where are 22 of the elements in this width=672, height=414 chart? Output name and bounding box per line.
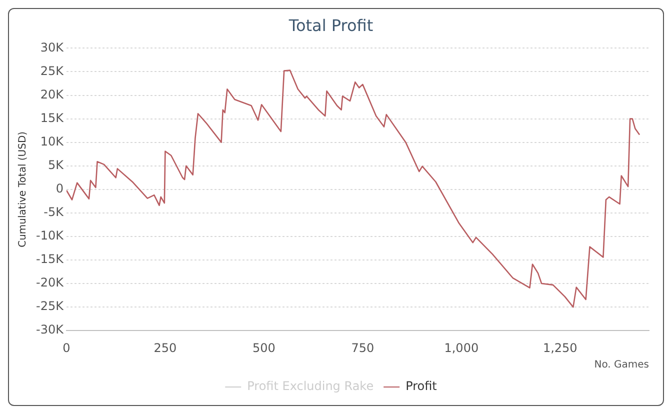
y-tick-label: 5K bbox=[48, 158, 65, 172]
x-tick-label: 500 bbox=[252, 340, 276, 355]
y-tick-label: -30K bbox=[36, 322, 65, 337]
y-tick-label: 30K bbox=[40, 40, 65, 54]
y-axis-title: Cumulative Total (USD) bbox=[18, 131, 29, 248]
x-tick-label: 1,000 bbox=[444, 340, 479, 355]
y-tick-label: 0 bbox=[56, 182, 64, 196]
x-tick-label: 1,250 bbox=[542, 340, 578, 355]
x-tick-label: 250 bbox=[154, 340, 177, 355]
y-tick-label: -15K bbox=[36, 252, 65, 266]
y-tick-label: -10K bbox=[36, 228, 65, 243]
legend-label: Profit bbox=[406, 379, 438, 394]
y-tick-label: 10K bbox=[40, 134, 65, 148]
y-tick-label: 15K bbox=[40, 110, 65, 125]
y-tick-label: 25K bbox=[40, 64, 65, 78]
y-tick-label: -5K bbox=[44, 205, 65, 220]
x-tick-label: 750 bbox=[351, 340, 374, 355]
x-axis-title: No. Games bbox=[594, 360, 649, 371]
y-tick-label: -25K bbox=[36, 299, 65, 314]
y-tick-label: -20K bbox=[36, 276, 65, 290]
y-tick-label: 20K bbox=[40, 87, 65, 102]
chart-title: Total Profit bbox=[288, 16, 374, 35]
